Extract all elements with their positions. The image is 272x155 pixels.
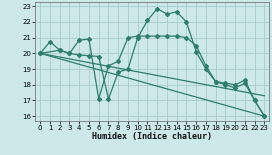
X-axis label: Humidex (Indice chaleur): Humidex (Indice chaleur) (92, 133, 212, 142)
